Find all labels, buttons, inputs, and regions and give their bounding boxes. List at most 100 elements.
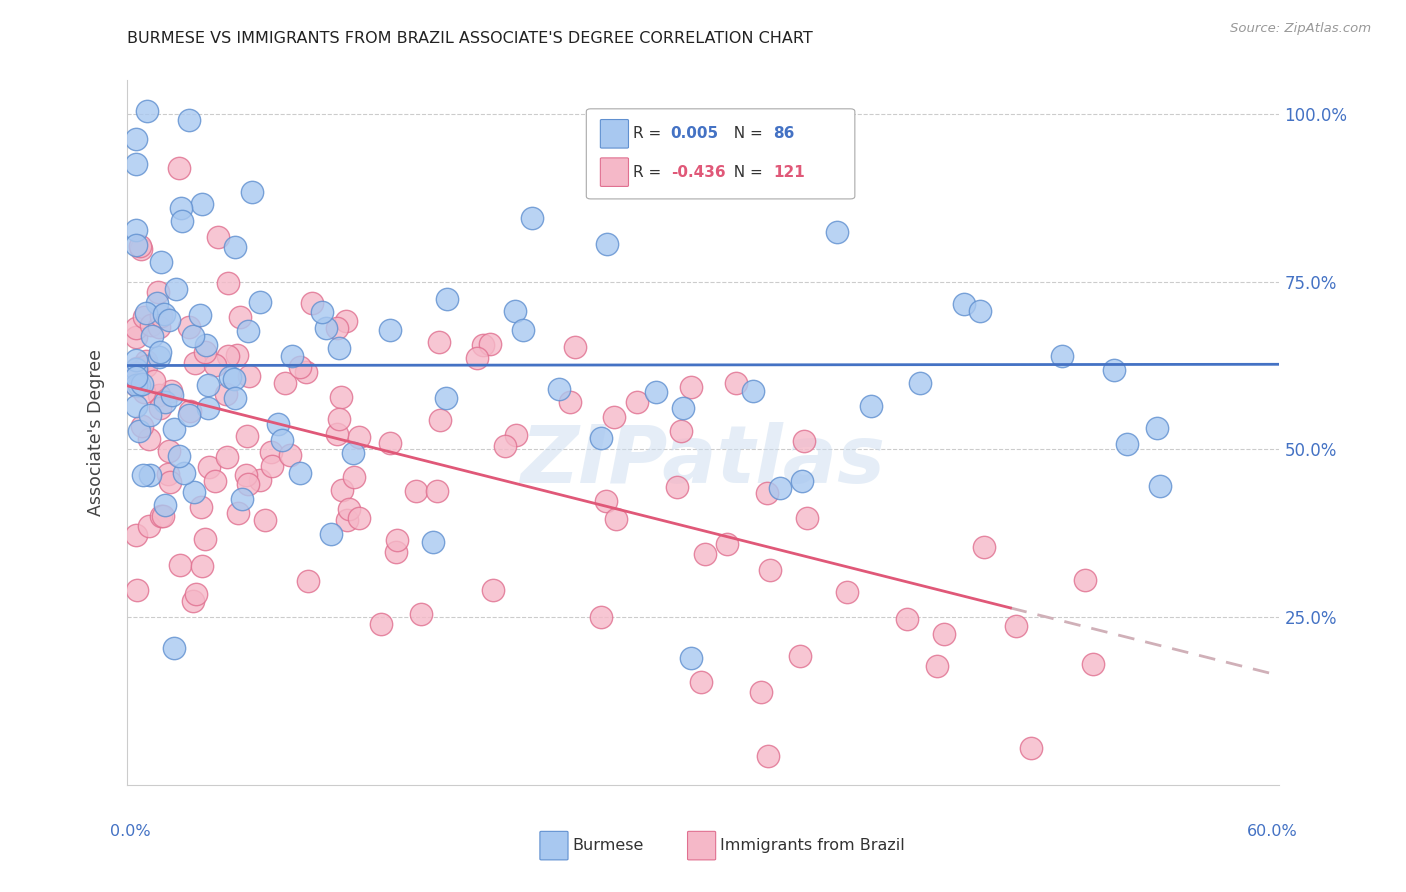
Point [235, 467, 257, 482]
Point [143, 374, 166, 388]
Point [156, 467, 179, 482]
Point [128, 424, 150, 438]
Point [672, 401, 695, 416]
Point [330, 391, 353, 405]
Point [149, 255, 172, 269]
Point [218, 369, 240, 384]
Point [190, 500, 212, 514]
Point [177, 319, 200, 334]
Point [1004, 619, 1026, 633]
Point [793, 434, 815, 448]
Point [385, 533, 408, 547]
Point [266, 417, 288, 431]
Point [769, 481, 792, 495]
Text: Immigrants from Brazil: Immigrants from Brazil [720, 838, 904, 853]
Point [349, 430, 371, 444]
Point [165, 282, 187, 296]
Point [139, 318, 162, 332]
Point [125, 223, 148, 237]
Point [669, 424, 692, 438]
Point [238, 368, 260, 383]
Point [193, 532, 215, 546]
Point [131, 467, 153, 482]
Point [755, 486, 778, 500]
Point [138, 408, 160, 422]
Point [260, 444, 283, 458]
Point [153, 395, 176, 409]
Point [605, 512, 627, 526]
Point [741, 384, 763, 398]
Point [1081, 657, 1104, 671]
Point [695, 547, 717, 561]
Point [125, 238, 148, 252]
Point [370, 617, 392, 632]
Point [405, 484, 427, 499]
Point [411, 607, 433, 621]
Point [162, 388, 184, 402]
Point [217, 450, 239, 464]
Point [148, 319, 170, 334]
Point [724, 376, 747, 390]
Point [1149, 479, 1171, 493]
Point [969, 304, 991, 318]
Point [135, 306, 157, 320]
Point [342, 446, 364, 460]
Text: N =: N = [724, 127, 768, 141]
Point [427, 335, 450, 350]
Point [184, 355, 207, 369]
Point [429, 413, 451, 427]
Point [181, 594, 204, 608]
Text: BURMESE VS IMMIGRANTS FROM BRAZIL ASSOCIATE'S DEGREE CORRELATION CHART: BURMESE VS IMMIGRANTS FROM BRAZIL ASSOCI… [127, 31, 813, 46]
Text: N =: N = [724, 165, 768, 179]
Text: 0.0%: 0.0% [111, 824, 150, 838]
Point [229, 310, 252, 324]
Point [125, 378, 148, 392]
Point [167, 449, 190, 463]
Point [384, 545, 406, 559]
Point [716, 537, 738, 551]
Point [249, 295, 271, 310]
Point [148, 350, 170, 364]
Point [204, 358, 226, 372]
Point [679, 651, 702, 665]
Text: 0.005: 0.005 [671, 127, 718, 141]
Point [177, 408, 200, 422]
Point [135, 354, 157, 368]
Point [332, 483, 354, 497]
Point [125, 321, 148, 335]
Point [789, 648, 811, 663]
Point [436, 392, 458, 406]
Point [231, 491, 253, 506]
Point [337, 502, 360, 516]
Point [131, 377, 153, 392]
Point [311, 304, 333, 318]
Point [859, 399, 882, 413]
Point [273, 376, 295, 390]
Point [188, 308, 211, 322]
Point [503, 304, 526, 318]
Point [679, 380, 702, 394]
Point [177, 113, 200, 128]
Point [1116, 437, 1139, 451]
Point [589, 431, 612, 445]
Point [125, 353, 148, 368]
Point [301, 296, 323, 310]
Point [927, 659, 949, 673]
Point [558, 395, 581, 409]
Point [153, 498, 176, 512]
Point [271, 434, 294, 448]
Point [163, 422, 186, 436]
Point [179, 404, 201, 418]
Point [238, 476, 260, 491]
Point [478, 337, 501, 351]
Point [128, 378, 150, 392]
Point [315, 321, 337, 335]
Point [288, 360, 311, 375]
Point [226, 506, 249, 520]
Point [973, 541, 995, 555]
Text: -0.436: -0.436 [671, 165, 725, 179]
Text: R =: R = [633, 165, 666, 179]
Point [1019, 741, 1042, 756]
Text: 86: 86 [773, 127, 794, 141]
Point [436, 293, 458, 307]
